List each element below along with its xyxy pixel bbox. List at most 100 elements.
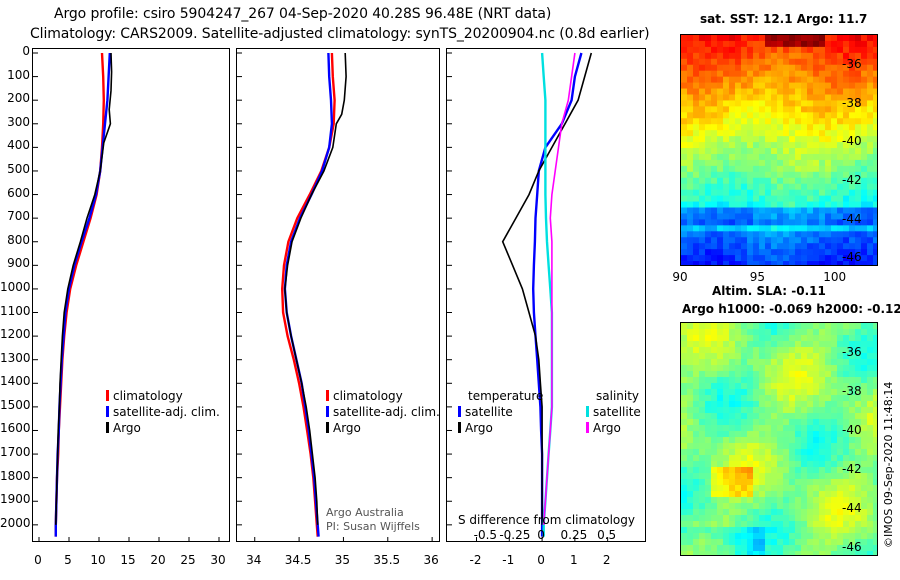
sla-cell: [765, 455, 772, 462]
sla-cell: [807, 323, 814, 330]
sst-cell: [837, 142, 844, 149]
sla-cell: [795, 473, 802, 480]
sst-cell: [861, 94, 868, 101]
sla-cell: [819, 407, 826, 414]
sst-cell: [795, 159, 802, 167]
sla-cell: [759, 455, 766, 462]
sla-cell: [873, 491, 877, 498]
sst-cell: [711, 177, 718, 185]
sst-cell: [741, 153, 748, 161]
sla-cell: [747, 497, 754, 504]
sla-cell: [849, 533, 856, 540]
sst-cell: [777, 70, 784, 78]
sst-cell: [789, 64, 796, 72]
sst-cell: [747, 130, 754, 137]
sla-cell: [687, 485, 694, 492]
sla-cell: [777, 443, 784, 450]
sla-cell: [771, 353, 778, 360]
sla-cell: [771, 545, 778, 552]
sla-cell: [825, 395, 832, 402]
sla-cell: [873, 341, 877, 348]
sla-cell: [807, 425, 814, 432]
sla-cell: [759, 437, 766, 444]
sla-cell: [705, 473, 712, 480]
sla-cell: [807, 407, 814, 414]
sst-cell: [705, 70, 712, 78]
sst-cell: [759, 70, 766, 78]
sst-cell: [681, 219, 688, 226]
sst-cell: [711, 195, 718, 203]
sla-cell: [765, 515, 772, 522]
sla-cell: [729, 467, 736, 474]
sla-cell: [759, 359, 766, 366]
sla-cell: [807, 329, 814, 336]
sla-cell: [753, 377, 760, 384]
x-tick-label: -2: [469, 553, 482, 567]
sla-cell: [849, 485, 856, 492]
sla-cell: [687, 443, 694, 450]
sla-cell: [849, 503, 856, 510]
sst-cell: [693, 201, 700, 209]
sla-cell: [813, 353, 820, 360]
sst-cell: [759, 153, 766, 161]
sst-cell: [729, 165, 736, 173]
sst-cell: [687, 219, 694, 226]
sla-cell: [789, 431, 796, 438]
sst-cell: [717, 237, 724, 244]
sst-cell: [849, 58, 856, 66]
sla-cell: [705, 533, 712, 540]
sst-cell: [705, 82, 712, 90]
sla-cell: [687, 419, 694, 426]
sst-cell: [705, 136, 712, 143]
sla-cell: [843, 467, 850, 474]
sst-cell: [681, 237, 688, 244]
sla-cell: [795, 479, 802, 486]
sst-cell: [771, 100, 778, 107]
sla-cell: [693, 419, 700, 426]
sla-cell: [759, 389, 766, 396]
sla-cell: [861, 449, 868, 456]
sst-cell: [747, 136, 754, 143]
sst-cell: [771, 106, 778, 113]
sla-cell: [819, 545, 826, 552]
sla-cell: [807, 497, 814, 504]
sla-cell: [687, 323, 694, 330]
sst-cell: [807, 183, 814, 191]
sst-cell: [801, 231, 808, 238]
sst-cell: [711, 130, 718, 137]
sla-cell: [705, 353, 712, 360]
sla-cell: [729, 497, 736, 504]
sst-cell: [807, 136, 814, 143]
sst-cell: [693, 219, 700, 226]
sst-cell: [789, 243, 796, 250]
sla-cell: [747, 467, 754, 474]
sla-cell: [843, 401, 850, 408]
sla-cell: [729, 329, 736, 336]
sla-cell: [753, 485, 760, 492]
sla-cell: [747, 365, 754, 372]
sst-cell: [789, 35, 796, 42]
sla-cell: [711, 359, 718, 366]
sst-cell: [831, 189, 838, 197]
sst-cell: [819, 171, 826, 179]
sst-cell: [699, 219, 706, 226]
sla-cell: [783, 527, 790, 534]
sla-cell: [831, 521, 838, 528]
sst-cell: [741, 195, 748, 203]
sla-cell: [861, 395, 868, 402]
sla-cell: [753, 383, 760, 390]
sst-cell: [831, 124, 838, 131]
sst-cell: [777, 195, 784, 203]
sst-cell: [795, 255, 802, 262]
sla-cell: [813, 437, 820, 444]
sla-cell: [843, 341, 850, 348]
sla-cell: [711, 443, 718, 450]
sla-cell: [741, 389, 748, 396]
sst-cell: [873, 70, 877, 78]
sst-cell: [717, 58, 724, 66]
sst-cell: [855, 64, 862, 72]
sst-cell: [747, 112, 754, 119]
sst-cell: [777, 171, 784, 179]
sst-cell: [711, 94, 718, 101]
sla-cell: [831, 371, 838, 378]
